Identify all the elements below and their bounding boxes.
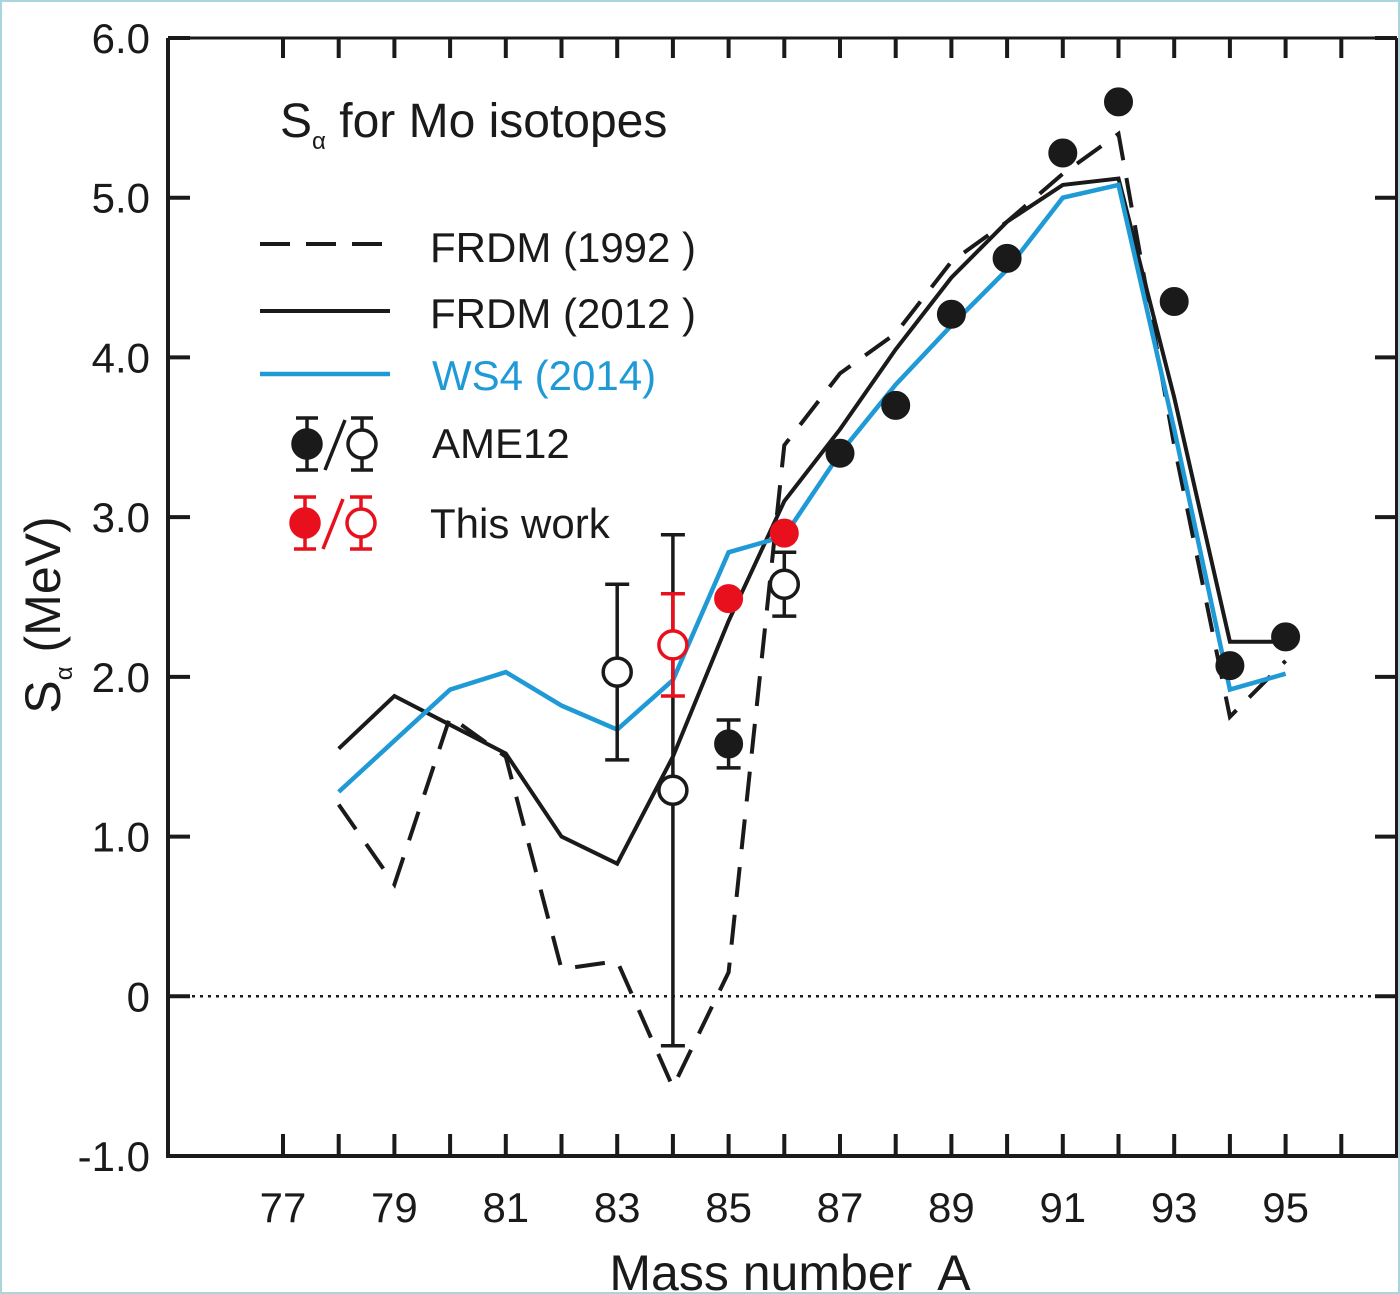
series-line-frdm-2012	[337, 176, 1286, 867]
x-tick-label: 79	[371, 1184, 418, 1231]
y-axis-title-subscript: α	[51, 666, 78, 680]
y-axis-title: Sα (MeV)	[15, 516, 78, 713]
data-point-filled-ame12	[714, 729, 744, 759]
x-tick-label: 77	[260, 1184, 307, 1231]
y-tick-label: 2.0	[92, 654, 150, 701]
data-point-open-ame12	[657, 774, 689, 807]
legend-swatch-this-work-filled	[289, 495, 321, 551]
x-axis-title: Mass number A	[609, 1245, 971, 1294]
y-tick-label: 3.0	[92, 494, 150, 541]
legend-marker-filled	[291, 428, 323, 460]
legend-label-this-work: This work	[430, 500, 611, 547]
data-point-filled-ame12	[1271, 622, 1301, 652]
legend-marker-open	[346, 428, 378, 460]
legend-swatch-this-work-open	[345, 495, 377, 551]
x-tick-label: 81	[482, 1184, 529, 1231]
x-tick-label: 93	[1151, 1184, 1198, 1231]
data-point-filled-ame12	[1048, 138, 1078, 168]
series-line-ws4-2014	[337, 182, 1287, 794]
x-tick-label: 83	[594, 1184, 641, 1231]
y-tick-label: 4.0	[92, 334, 150, 381]
legend: FRDM (1992 ) FRDM (2012 ) WS4 (2014) AME…	[260, 224, 696, 551]
y-tick-label: 5.0	[92, 175, 150, 222]
legend-label-ame12: AME12	[432, 420, 570, 467]
data-point-open-ame12	[601, 656, 633, 688]
legend-marker-open	[345, 507, 377, 539]
series-line-frdm-1992	[337, 130, 1288, 1093]
legend-swatch-ame12-filled	[291, 416, 323, 472]
data-point-filled-ame12	[825, 438, 855, 468]
legend-marker-filled	[289, 507, 321, 539]
data-point-filled-ame12	[992, 243, 1022, 273]
chart-title: Sα for Mo isotopes	[280, 95, 667, 155]
y-tick-label: 6.0	[92, 15, 150, 62]
chart-title-subscript: α	[312, 128, 326, 155]
data-point-filled-ame12	[936, 299, 966, 329]
data-point-filled-ame12	[1159, 287, 1189, 317]
chart-title-rest: for Mo isotopes	[326, 95, 667, 148]
data-point-filled-this-work	[769, 518, 799, 548]
legend-label-frdm-1992: FRDM (1992 )	[430, 224, 696, 271]
x-tick-label: 89	[928, 1184, 975, 1231]
data-point-open-ame12	[768, 568, 801, 600]
series-lines-layer	[337, 130, 1288, 1093]
text-layer: Sα for Mo isotopes Mass number A Sα (MeV…	[15, 95, 971, 1294]
x-tick-label: 85	[705, 1184, 752, 1231]
legend-label-frdm-2012: FRDM (2012 )	[430, 290, 696, 337]
legend-label-ws4-2014: WS4 (2014)	[432, 352, 656, 399]
legend-slash-this-work	[321, 498, 345, 550]
y-tick-label: -1.0	[78, 1133, 150, 1180]
data-point-filled-ame12	[1215, 651, 1245, 681]
legend-swatch-ame12-open	[346, 416, 378, 472]
data-point-filled-this-work	[714, 584, 744, 614]
data-point-open-this-work	[657, 629, 689, 661]
data-point-filled-ame12	[881, 390, 911, 420]
y-tick-label: 1.0	[92, 814, 150, 861]
x-tick-label: 91	[1039, 1184, 1086, 1231]
x-tick-label: 87	[817, 1184, 864, 1231]
y-tick-label: 0	[127, 973, 150, 1020]
data-point-filled-ame12	[1104, 87, 1133, 117]
x-tick-label: 95	[1262, 1184, 1309, 1231]
data-points-layer	[601, 87, 1301, 1048]
y-axis-title-rest: (MeV)	[15, 516, 71, 666]
legend-slash-ame12	[323, 419, 347, 471]
